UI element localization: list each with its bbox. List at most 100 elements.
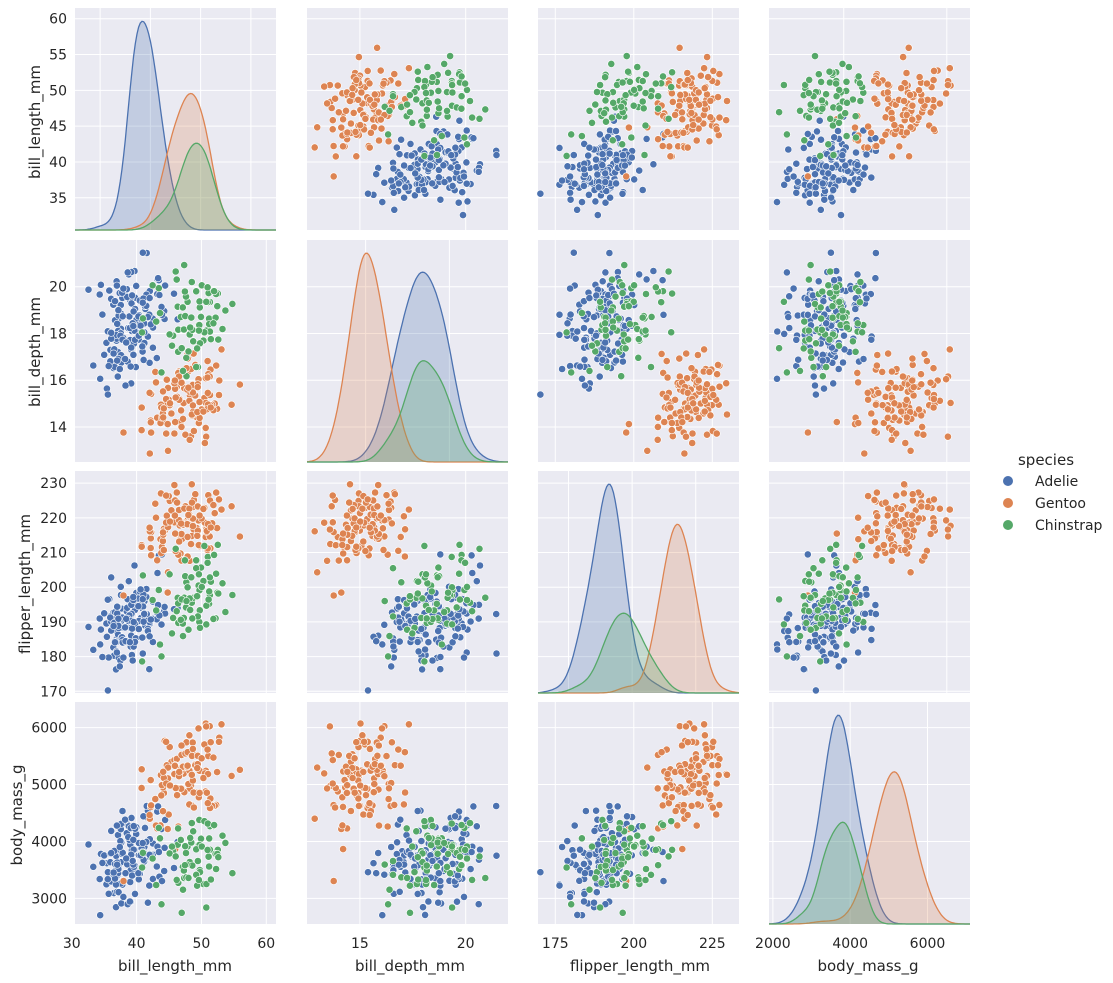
point-gentoo <box>331 94 339 103</box>
point-adelie <box>575 876 584 885</box>
point-chinstrap <box>389 612 397 621</box>
point-chinstrap <box>455 595 464 604</box>
point-gentoo <box>678 418 687 426</box>
point-adelie <box>119 893 128 901</box>
point-chinstrap <box>202 620 211 629</box>
point-gentoo <box>929 76 938 84</box>
point-chinstrap <box>447 553 456 561</box>
point-adelie <box>453 897 461 906</box>
point-gentoo <box>374 481 383 489</box>
point-chinstrap <box>835 341 843 350</box>
point-chinstrap <box>157 652 166 661</box>
point-adelie <box>492 802 501 810</box>
point-gentoo <box>328 779 337 788</box>
point-chinstrap <box>138 657 146 666</box>
legend-title: species <box>1018 451 1074 469</box>
point-adelie <box>393 838 401 847</box>
point-chinstrap <box>156 834 164 843</box>
point-chinstrap <box>641 849 650 858</box>
point-gentoo <box>145 523 154 532</box>
point-chinstrap <box>804 326 813 335</box>
point-chinstrap <box>180 556 189 565</box>
point-chinstrap <box>620 840 629 849</box>
point-gentoo <box>929 364 938 373</box>
point-adelie <box>619 357 627 366</box>
point-chinstrap <box>608 876 616 884</box>
point-chinstrap <box>618 289 627 297</box>
point-chinstrap <box>626 834 634 843</box>
point-adelie <box>830 133 839 142</box>
point-adelie <box>460 653 468 662</box>
point-chinstrap <box>638 822 647 831</box>
point-adelie <box>840 656 848 665</box>
point-chinstrap <box>457 104 466 113</box>
point-gentoo <box>363 67 372 75</box>
point-gentoo <box>915 405 923 414</box>
point-gentoo <box>343 556 351 565</box>
point-chinstrap <box>591 874 600 882</box>
point-chinstrap <box>380 597 389 605</box>
x-tick-label: 40 <box>128 936 146 952</box>
point-adelie <box>116 582 125 591</box>
axis-labels: bill_length_mm bill_depth_mm flipper_len… <box>8 65 919 976</box>
point-gentoo <box>700 84 709 93</box>
point-adelie <box>109 349 118 358</box>
point-gentoo <box>867 537 876 545</box>
point-gentoo <box>404 720 413 729</box>
point-gentoo <box>888 152 896 161</box>
point-gentoo <box>851 123 859 132</box>
point-adelie <box>462 126 471 135</box>
point-gentoo <box>171 418 180 426</box>
point-chinstrap <box>818 556 827 565</box>
point-adelie <box>591 197 600 206</box>
point-chinstrap <box>152 606 161 615</box>
point-gentoo <box>215 737 223 746</box>
point-gentoo <box>162 375 171 384</box>
point-chinstrap <box>775 595 783 604</box>
point-chinstrap <box>640 151 649 159</box>
y-tick-label: 230 <box>40 476 67 492</box>
point-chinstrap <box>212 569 220 578</box>
y-tick-label: 16 <box>49 373 67 389</box>
point-adelie <box>104 686 112 695</box>
point-chinstrap <box>402 824 411 833</box>
point-chinstrap <box>567 368 576 377</box>
point-gentoo <box>183 761 192 770</box>
point-adelie <box>364 189 372 198</box>
point-chinstrap <box>430 881 438 889</box>
point-chinstrap <box>822 90 830 99</box>
point-gentoo <box>145 388 154 397</box>
point-chinstrap <box>192 363 201 371</box>
point-adelie <box>822 319 831 328</box>
point-gentoo <box>175 768 184 776</box>
point-gentoo <box>694 761 703 770</box>
point-adelie <box>785 292 794 301</box>
point-gentoo <box>653 784 662 793</box>
point-gentoo <box>346 119 355 128</box>
point-gentoo <box>348 774 357 782</box>
point-gentoo <box>147 551 155 560</box>
y-axis-label-bill-depth: bill_depth_mm <box>26 297 45 407</box>
point-gentoo <box>685 95 694 104</box>
point-chinstrap <box>463 854 471 863</box>
point-adelie <box>582 807 590 815</box>
point-gentoo <box>349 109 358 117</box>
point-adelie <box>387 176 396 185</box>
point-chinstrap <box>413 67 422 76</box>
point-chinstrap <box>624 853 632 862</box>
point-chinstrap <box>385 632 394 640</box>
point-adelie <box>394 179 403 188</box>
point-gentoo <box>863 523 872 532</box>
point-chinstrap <box>457 821 466 829</box>
point-chinstrap <box>854 551 863 559</box>
point-chinstrap <box>818 325 826 334</box>
point-adelie <box>127 299 136 308</box>
point-gentoo <box>890 399 899 408</box>
point-gentoo <box>653 435 662 444</box>
point-adelie <box>638 186 647 194</box>
point-adelie <box>834 662 843 671</box>
point-gentoo <box>700 407 709 416</box>
point-gentoo <box>328 518 337 527</box>
point-chinstrap <box>843 606 851 614</box>
point-adelie <box>563 837 572 845</box>
